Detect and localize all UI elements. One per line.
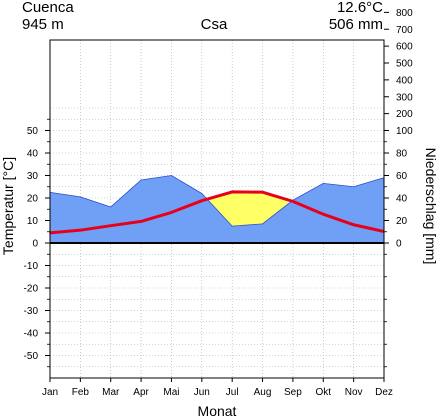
y-left-tick-label: -50 bbox=[24, 351, 39, 362]
temperature-line bbox=[49, 190, 385, 235]
axis-ticks: 50403020100-10-20-30-40-5090080070060050… bbox=[24, 0, 414, 398]
temperature-point bbox=[140, 220, 142, 222]
x-axis-label: Monat bbox=[198, 403, 237, 418]
temperature-point bbox=[262, 191, 264, 193]
precipitation-line bbox=[49, 175, 385, 227]
x-tick-label: Apr bbox=[133, 387, 149, 398]
x-tick-label: Feb bbox=[72, 387, 90, 398]
y-right-tick-label: 400 bbox=[396, 75, 413, 86]
y-right-tick-label: 700 bbox=[396, 25, 413, 36]
precipitation-point bbox=[201, 193, 203, 194]
y-right-tick-label: 80 bbox=[396, 149, 408, 160]
x-tick-label: Jun bbox=[194, 387, 210, 398]
precipitation-point bbox=[262, 223, 264, 225]
annual-temperature: 12.6°C bbox=[337, 0, 383, 16]
station-elevation: 945 m bbox=[22, 16, 64, 33]
x-tick-label: Jan bbox=[42, 387, 58, 398]
y-left-tick-label: -10 bbox=[24, 261, 39, 272]
y-left-tick-label: 30 bbox=[27, 171, 39, 182]
y-right-tick-label: 100 bbox=[396, 126, 413, 137]
precipitation-point bbox=[231, 225, 233, 227]
y-right-tick-label: 900 bbox=[396, 0, 413, 2]
y-axis-right-label: Niederschlag [mm] bbox=[423, 148, 439, 265]
y-right-tick-label: 300 bbox=[396, 92, 413, 103]
temperature-point bbox=[231, 191, 233, 193]
temperature-point bbox=[353, 224, 355, 226]
y-right-tick-label: 40 bbox=[396, 194, 408, 205]
temperature-point bbox=[201, 200, 203, 202]
y-left-tick-label: 40 bbox=[27, 149, 39, 160]
y-right-tick-label: 200 bbox=[396, 109, 413, 120]
precipitation-point bbox=[170, 175, 172, 176]
precipitation-point bbox=[79, 196, 81, 198]
x-tick-label: Sep bbox=[284, 387, 302, 398]
precipitation-point bbox=[140, 179, 142, 181]
precipitation-point bbox=[292, 199, 294, 201]
y-left-tick-label: -20 bbox=[24, 284, 39, 295]
annual-precipitation: 506 mm bbox=[329, 16, 383, 33]
x-tick-label: Aug bbox=[254, 387, 272, 398]
precipitation-point bbox=[110, 206, 112, 208]
x-tick-label: Mar bbox=[102, 387, 120, 398]
y-left-tick-label: 50 bbox=[27, 126, 39, 137]
y-left-tick-label: 20 bbox=[27, 194, 39, 205]
y-right-tick-label: 500 bbox=[396, 59, 413, 70]
precipitation-point bbox=[322, 182, 324, 184]
temperature-point bbox=[170, 211, 172, 213]
y-left-tick-label: -30 bbox=[24, 306, 39, 317]
y-right-tick-label: 800 bbox=[396, 8, 413, 19]
station-name: Cuenca bbox=[22, 0, 74, 16]
precipitation-point bbox=[353, 186, 355, 188]
y-left-tick-label: 10 bbox=[27, 216, 39, 227]
data-lines bbox=[49, 175, 385, 235]
x-tick-label: Jul bbox=[226, 387, 239, 398]
temperature-point bbox=[79, 229, 81, 231]
y-right-tick-label: 60 bbox=[396, 171, 408, 182]
y-right-tick-label: 20 bbox=[396, 216, 408, 227]
x-tick-label: Mai bbox=[163, 387, 179, 398]
climate-class: Csa bbox=[201, 16, 228, 33]
x-tick-label: Dez bbox=[375, 387, 393, 398]
temperature-point bbox=[110, 225, 112, 227]
temperature-point bbox=[292, 200, 294, 202]
y-right-tick-label: 600 bbox=[396, 42, 413, 53]
y-left-tick-label: -40 bbox=[24, 329, 39, 340]
y-axis-left-label: Temperatur [°C] bbox=[0, 157, 16, 255]
x-tick-label: Okt bbox=[315, 387, 331, 398]
y-left-tick-label: 0 bbox=[32, 239, 38, 250]
temperature-point bbox=[322, 213, 324, 215]
arid-period-area bbox=[207, 191, 292, 227]
y-right-tick-label: 0 bbox=[396, 239, 402, 250]
x-tick-label: Nov bbox=[345, 387, 363, 398]
